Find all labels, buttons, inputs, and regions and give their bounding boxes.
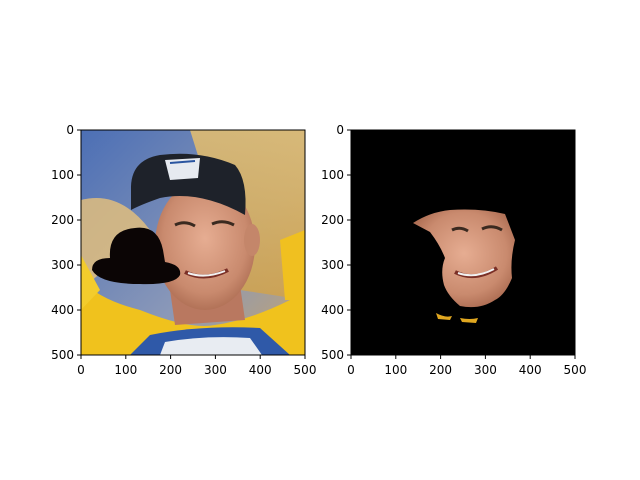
right-x-tick-label: 400 [519,363,542,377]
right-axes-frame [350,129,576,356]
left-x-tick-label: 200 [159,363,182,377]
left-axes-frame [80,129,306,356]
left-x-tick-label: 500 [294,363,317,377]
left-x-tick-label: 100 [114,363,137,377]
occluder-hat [92,227,181,285]
left-y-tick-label: 300 [51,258,74,272]
left-image [81,130,305,355]
right-image [351,130,575,355]
right-y-tick-label: 100 [321,168,344,182]
left-y-tick-label: 400 [51,303,74,317]
left-y-tick-label: 200 [51,213,74,227]
right-x-tick-label: 100 [384,363,407,377]
left-y-tick-label: 100 [51,168,74,182]
right-y-tick-label: 0 [336,123,344,137]
right-x-tick-label: 500 [564,363,587,377]
right-x-tick-label: 0 [347,363,355,377]
left-x-tick-label: 400 [249,363,272,377]
segmented-face-region [413,209,515,308]
left-x-tick-label: 300 [204,363,227,377]
right-y-tick-label: 400 [321,303,344,317]
right-y-tick-label: 500 [321,348,344,362]
right-y-tick-label: 200 [321,213,344,227]
left-y-tick-label: 0 [66,123,74,137]
right-x-tick-label: 300 [474,363,497,377]
left-y-tick-label: 500 [51,348,74,362]
right-x-tick-label: 200 [429,363,452,377]
left-x-tick-label: 0 [77,363,85,377]
right-y-tick-label: 300 [321,258,344,272]
